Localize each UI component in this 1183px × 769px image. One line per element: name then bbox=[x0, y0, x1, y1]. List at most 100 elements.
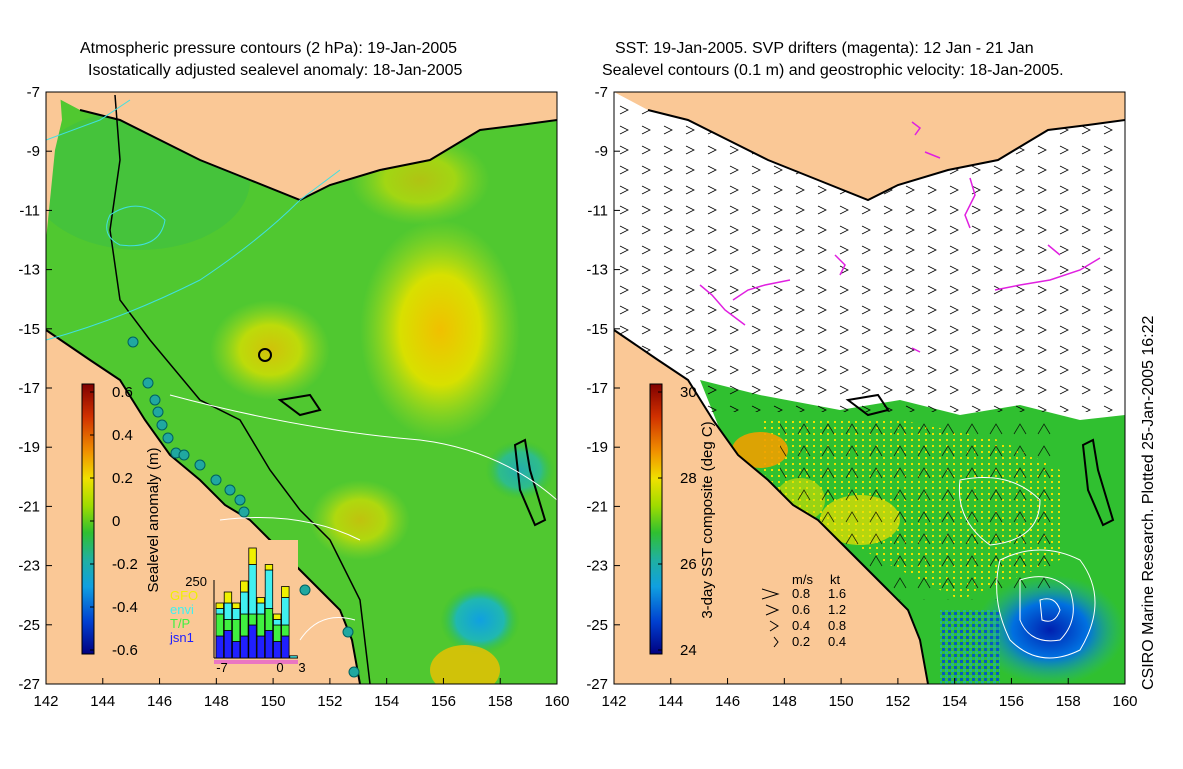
inset-bar-tp bbox=[256, 613, 265, 637]
inset-bars bbox=[215, 547, 298, 659]
right-y-tick-label: -7 bbox=[595, 84, 608, 101]
inset-bar-envi bbox=[272, 619, 282, 626]
inset-x-tick-max: 3 bbox=[298, 660, 305, 675]
velocity-key-ms-value: 0.6 bbox=[792, 602, 810, 617]
left-y-tick-label: -7 bbox=[27, 84, 40, 101]
velocity-key-kt-value: 1.6 bbox=[828, 586, 846, 601]
right-x-tick-label: 154 bbox=[942, 693, 967, 710]
sealevel-colorbar-tick: -0.6 bbox=[112, 642, 138, 659]
left-y-tick-label: -11 bbox=[19, 202, 40, 219]
inset-bar-jsn1 bbox=[272, 641, 282, 659]
svp-drifter-tracks bbox=[699, 121, 1101, 353]
velocity-key-ms-value: 0.2 bbox=[792, 634, 810, 649]
left-map bbox=[46, 92, 557, 684]
inset-bar-envi bbox=[223, 602, 233, 620]
inset-bar-envi bbox=[264, 569, 274, 609]
left-x-tick-label: 154 bbox=[374, 693, 399, 710]
inset-bar-jsn1 bbox=[256, 635, 265, 659]
inset-bar-gfo bbox=[256, 597, 265, 604]
right-y-tick-label: -27 bbox=[586, 676, 608, 693]
tide-gauge-stations bbox=[127, 336, 360, 678]
sealevel-colorbar-tick: -0.2 bbox=[112, 556, 138, 573]
sealevel-colorbar-tick: 0.2 bbox=[112, 470, 133, 487]
right-y-tick-label: -17 bbox=[586, 380, 608, 397]
inset-bar-jsn1 bbox=[248, 624, 257, 659]
inset-bar-gfo bbox=[231, 602, 241, 609]
velocity-key-arrow bbox=[773, 636, 779, 648]
right-y-tick-label: -21 bbox=[586, 498, 608, 515]
inset-bar-jsn1 bbox=[231, 641, 241, 659]
australia-land bbox=[46, 92, 360, 684]
left-title-line1: Atmospheric pressure contours (2 hPa): 1… bbox=[80, 40, 458, 57]
sealevel-colorbar bbox=[81, 383, 95, 655]
right-x-tick-label: 156 bbox=[999, 693, 1024, 710]
inset-bar-tp bbox=[248, 613, 257, 626]
inset-bar-gfo bbox=[281, 586, 290, 598]
sealevel-colorbar-tick: 0.4 bbox=[112, 427, 133, 444]
inset-bar-tp bbox=[240, 613, 249, 637]
left-y-tick-label: -17 bbox=[18, 380, 40, 397]
velocity-key-arrow bbox=[761, 588, 780, 600]
left-x-tick-label: 150 bbox=[261, 693, 286, 710]
right-x-tick-label: 148 bbox=[772, 693, 797, 710]
right-y-tick-label: -15 bbox=[586, 321, 608, 338]
left-x-tick-label: 146 bbox=[147, 693, 172, 710]
inset-bar-gfo bbox=[223, 591, 233, 604]
right-y-tick-label: -13 bbox=[586, 262, 608, 279]
sealevel-colorbar-tick: 0 bbox=[112, 513, 120, 530]
sealevel-colorbar-tick: 0.6 bbox=[112, 384, 133, 401]
inset-x-tick-zero: 0 bbox=[276, 660, 283, 675]
inset-bar-gfo bbox=[215, 602, 224, 609]
right-x-tick-label: 150 bbox=[829, 693, 854, 710]
right-x-tick-label: 142 bbox=[601, 693, 626, 710]
sst-colorbar-tick: 28 bbox=[680, 470, 697, 487]
inset-legend-gfo: GFO bbox=[170, 588, 198, 603]
inset-bar-tp bbox=[264, 608, 274, 631]
left-x-tick-label: 144 bbox=[90, 693, 115, 710]
sst-colorbar-tick: 30 bbox=[680, 384, 697, 401]
credit-text: CSIRO Marine Research. Plotted 25-Jan-20… bbox=[1140, 315, 1157, 690]
right-title-line1: SST: 19-Jan-2005. SVP drifters (magenta)… bbox=[615, 40, 1034, 57]
left-y-tick-label: -19 bbox=[18, 439, 40, 456]
sst-colorbar-tick: 24 bbox=[680, 642, 697, 659]
inset-bar-gfo bbox=[272, 613, 282, 620]
left-x-tick-label: 142 bbox=[33, 693, 58, 710]
inset-x-tick-min: -7 bbox=[216, 660, 228, 675]
inset-bar-tp bbox=[272, 624, 282, 642]
left-x-tick-label: 156 bbox=[431, 693, 456, 710]
right-y-tick-label: -23 bbox=[586, 558, 608, 575]
inset-bar-gfo bbox=[240, 580, 249, 593]
left-x-tick-label: 158 bbox=[488, 693, 513, 710]
sealevel-colorbar-ticks: 0.6 0.4 0.2 0 -0.2 -0.4 -0.6 bbox=[90, 384, 138, 659]
left-x-tick-label: 160 bbox=[544, 693, 569, 710]
inset-bar-envi bbox=[215, 608, 224, 615]
velocity-key-ms-value: 0.8 bbox=[792, 586, 810, 601]
inset-bar-tp bbox=[231, 619, 241, 642]
sst-colorbar-ticks: 30 28 26 24 bbox=[658, 384, 697, 659]
sealevel-colorbar-tick: -0.4 bbox=[112, 599, 138, 616]
right-y-tick-label: -19 bbox=[586, 439, 608, 456]
inset-top-value: 250 bbox=[185, 574, 207, 589]
inset-bar-jsn1 bbox=[215, 635, 224, 659]
right-x-tick-label: 160 bbox=[1112, 693, 1137, 710]
right-y-tick-label: -9 bbox=[595, 143, 608, 160]
left-axes: 142 144 146 148 150 152 154 156 158 160 -7 -9 -11 -13… bbox=[18, 84, 569, 710]
right-x-tick-label: 152 bbox=[885, 693, 910, 710]
velocity-key-arrow bbox=[765, 604, 780, 616]
inset-legend-tp: T/P bbox=[170, 616, 190, 631]
right-x-tick-label: 158 bbox=[1056, 693, 1081, 710]
velocity-key-arrow bbox=[769, 620, 779, 632]
inset-bar-envi bbox=[289, 655, 298, 659]
inset-bar-jsn1 bbox=[223, 630, 233, 659]
inset-bar-envi bbox=[256, 602, 265, 615]
velocity-key-header-kt: kt bbox=[830, 572, 841, 587]
new-guinea-land bbox=[46, 92, 557, 200]
velocity-key-kt-value: 0.4 bbox=[828, 634, 846, 649]
sst-colorbar-label: 3-day SST composite (deg C) bbox=[699, 421, 716, 618]
inset-bar-gfo bbox=[248, 547, 257, 565]
velocity-key: m/s kt 0.8 1.60.6 1.20.4 0.80.2 0.4 bbox=[761, 572, 846, 649]
left-y-tick-label: -13 bbox=[18, 262, 40, 279]
left-y-tick-label: -15 bbox=[18, 321, 40, 338]
